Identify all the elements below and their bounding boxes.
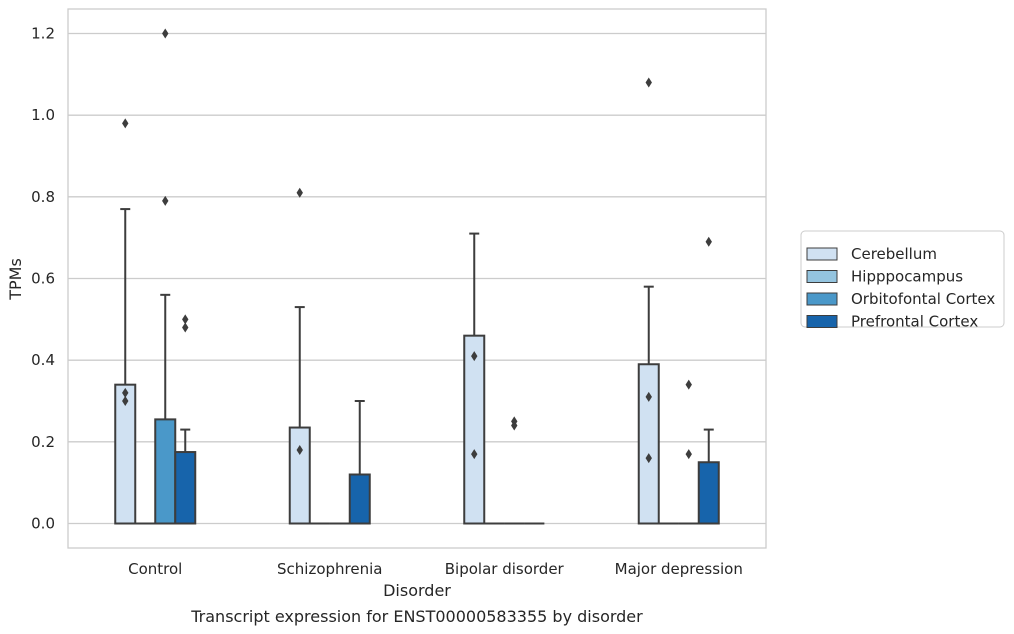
legend-swatch xyxy=(806,315,838,328)
outlier-point xyxy=(296,187,303,198)
outlier-point xyxy=(705,236,712,247)
y-axis-ticks: 0.0 0.2 0.4 0.6 0.8 1.0 1.2 xyxy=(31,25,55,533)
plot-area-frame xyxy=(67,8,767,549)
legend-label: Hipppocampus xyxy=(851,268,963,286)
legend-label: Prefrontal Cortex xyxy=(851,313,978,331)
legend-item: Cerebellum xyxy=(806,245,937,263)
legend-swatch xyxy=(806,247,838,261)
box-body xyxy=(154,418,177,525)
box xyxy=(154,28,177,525)
legend-frame xyxy=(800,230,1005,328)
legend-swatch xyxy=(806,270,838,283)
box-body xyxy=(288,426,311,525)
box xyxy=(697,236,720,525)
outlier-point xyxy=(296,445,303,455)
outlier-point xyxy=(685,379,692,390)
outlier-point xyxy=(182,314,189,325)
outlier-point xyxy=(685,449,692,460)
outlier-point xyxy=(182,322,189,333)
x-tick-label: Major depression xyxy=(615,560,743,578)
x-tick-label: Control xyxy=(128,560,182,578)
y-tick-label: 1.0 xyxy=(31,106,55,124)
series-cerebellum xyxy=(114,77,660,525)
legend-item: Orbitofontal Cortex xyxy=(806,290,995,308)
y-axis-label: TPMs xyxy=(6,258,25,301)
box xyxy=(637,77,660,525)
x-axis-ticks: Control Schizophrenia Bipolar disorder Majo… xyxy=(128,560,743,578)
outlier-point xyxy=(122,387,129,398)
x-tick-label: Bipolar disorder xyxy=(445,560,565,578)
box xyxy=(463,232,486,525)
box xyxy=(348,400,371,525)
y-tick-label: 0.6 xyxy=(31,270,55,288)
outlier-point xyxy=(645,77,652,88)
legend-swatch xyxy=(806,292,838,306)
y-tick-label: 0.0 xyxy=(31,515,55,533)
box xyxy=(678,379,699,525)
legend-item: Hipppocampus xyxy=(806,268,963,286)
box-body xyxy=(348,473,371,525)
y-tick-label: 0.4 xyxy=(31,351,55,369)
box-body xyxy=(463,334,486,525)
box xyxy=(288,187,311,525)
legend-label: Orbitofontal Cortex xyxy=(851,290,995,308)
outlier-point xyxy=(122,396,129,406)
legend-item: Prefrontal Cortex xyxy=(806,313,978,331)
outlier-point xyxy=(162,195,169,206)
outlier-point xyxy=(122,118,129,129)
x-tick-label: Schizophrenia xyxy=(277,560,382,578)
series-prefrontal-cortex xyxy=(174,236,720,525)
outlier-point xyxy=(511,420,518,431)
y-tick-label: 1.2 xyxy=(31,25,55,43)
box-body xyxy=(697,461,720,525)
outlier-point xyxy=(162,28,169,39)
box-body xyxy=(637,363,660,525)
box-plot-series xyxy=(114,28,720,525)
outlier-point xyxy=(471,351,478,362)
box-body xyxy=(174,451,197,525)
x-axis-label: Disorder xyxy=(383,581,451,600)
series-orbitofontal-cortex xyxy=(154,28,699,525)
box xyxy=(174,314,197,525)
box xyxy=(114,118,137,525)
y-tick-label: 0.8 xyxy=(31,188,55,206)
outlier-point xyxy=(645,453,652,464)
box xyxy=(504,416,525,525)
legend: Cerebellum Hipppocampus Orbitofontal Corte… xyxy=(800,230,1005,331)
y-tick-label: 0.2 xyxy=(31,433,55,451)
outlier-point xyxy=(645,391,652,402)
chart-caption: Transcript expression for ENST0000058335… xyxy=(190,607,643,626)
legend-label: Cerebellum xyxy=(851,245,937,263)
outlier-point xyxy=(471,449,478,460)
